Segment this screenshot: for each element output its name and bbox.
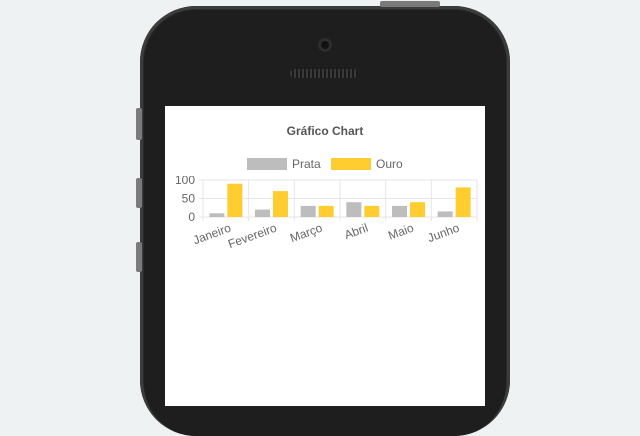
bar-ouro-abril[interactable]: [364, 205, 380, 217]
chart-title: Gráfico Chart: [286, 124, 364, 138]
chart-bars: [209, 183, 471, 217]
legend: Prata Ouro: [165, 156, 485, 172]
bar-prata-junho[interactable]: [437, 211, 453, 217]
mute-switch: [136, 108, 142, 140]
bar-prata-fevereiro[interactable]: [255, 209, 270, 217]
front-camera: [318, 38, 332, 52]
y-tick-label: 0: [188, 210, 195, 224]
earpiece-speaker: [290, 69, 358, 78]
x-tick-label: Março: [288, 221, 324, 246]
y-tick-label: 100: [175, 176, 195, 187]
bar-ouro-março[interactable]: [318, 205, 334, 217]
x-tick-label: Fevereiro: [226, 221, 279, 252]
phone-screen: Gráfico Chart Prata Ouro 0 50 100 Janeiro F…: [165, 106, 485, 406]
chart-grid: [199, 179, 478, 221]
volume-up-button: [136, 178, 142, 208]
bar-ouro-junho[interactable]: [455, 187, 471, 217]
power-button: [380, 1, 440, 7]
x-tick-label: Abril: [343, 221, 370, 242]
legend-swatch-prata: [247, 158, 287, 170]
legend-item-prata[interactable]: Prata: [247, 156, 321, 172]
legend-label-ouro: Ouro: [376, 157, 403, 171]
x-tick-label: Junho: [426, 221, 462, 245]
legend-item-ouro[interactable]: Ouro: [331, 156, 403, 172]
bar-prata-abril[interactable]: [346, 202, 362, 217]
volume-down-button: [136, 242, 142, 272]
legend-label-prata: Prata: [292, 157, 321, 171]
y-axis-labels: 0 50 100: [175, 176, 195, 224]
bar-prata-março[interactable]: [300, 205, 316, 217]
bar-ouro-fevereiro[interactable]: [273, 191, 288, 217]
bar-ouro-maio[interactable]: [410, 202, 425, 217]
y-tick-label: 50: [182, 192, 196, 206]
bar-prata-janeiro[interactable]: [209, 213, 225, 217]
legend-swatch-ouro: [331, 158, 371, 170]
x-tick-label: Janeiro: [191, 221, 233, 248]
bar-ouro-janeiro[interactable]: [227, 183, 243, 217]
bar-prata-maio[interactable]: [392, 205, 407, 217]
x-tick-label: Maio: [386, 221, 416, 243]
